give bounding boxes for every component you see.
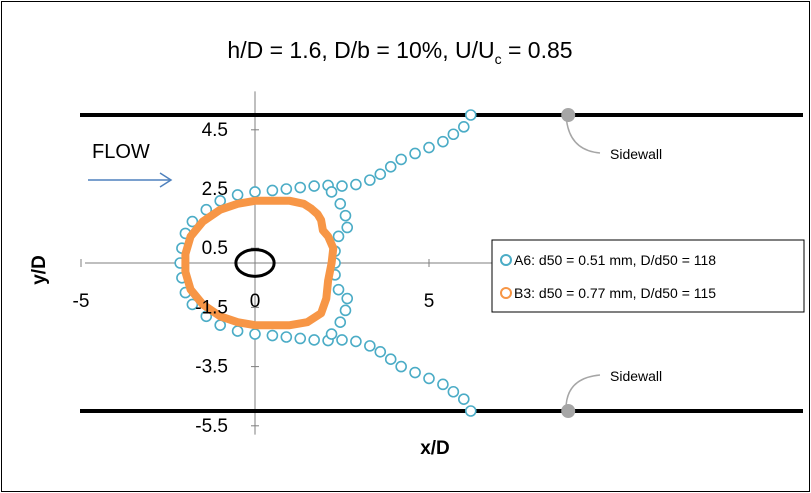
series-0-point-4 — [423, 141, 435, 154]
series-0-point-16 — [266, 184, 279, 197]
series-0-point-45 — [437, 378, 449, 391]
sidewall-callout-top: Sidewall — [565, 110, 662, 162]
series-0-point-48 — [464, 405, 477, 417]
series-0-point-40 — [374, 345, 387, 358]
sidewall-layer — [80, 108, 803, 418]
series-0-point-41 — [384, 353, 397, 366]
series-0-point-47 — [457, 393, 470, 405]
y-tick-label-3: -1.5 — [195, 297, 228, 318]
series-0-point-6 — [395, 153, 407, 166]
series-0-point-52 — [341, 221, 354, 234]
series-0-point-60 — [334, 316, 347, 329]
series-1-line — [181, 196, 338, 330]
legend-marker-b3 — [500, 287, 512, 299]
x-tick-label-2: 5 — [424, 291, 435, 312]
flow-annotation: FLOW — [88, 141, 173, 188]
y-tick-label-4: -3.5 — [195, 357, 228, 378]
series-0-point-0 — [464, 109, 477, 121]
y-tick-label-5: -5.5 — [195, 416, 228, 437]
series-0-point-50 — [334, 198, 347, 210]
series-0-point-11 — [336, 180, 348, 192]
sidewall-marker-0 — [561, 108, 576, 122]
series-1 — [181, 196, 338, 330]
series-0-point-15 — [280, 183, 293, 195]
series-0-point-43 — [409, 366, 421, 379]
series-0 — [174, 109, 477, 417]
callout-line-top — [565, 110, 601, 154]
pier-layer — [234, 248, 276, 278]
series-0-point-3 — [437, 135, 449, 148]
sidewall-callout-bottom: Sidewall — [565, 368, 662, 410]
series-0-point-2 — [447, 128, 460, 141]
y-tick-label-0: 4.5 — [202, 120, 228, 141]
series-0-point-58 — [341, 292, 354, 305]
title-tail: = 0.85 — [502, 37, 573, 63]
series-0-point-37 — [336, 334, 348, 346]
series-0-point-39 — [364, 340, 376, 352]
series-0-point-44 — [423, 372, 435, 385]
series-layer — [174, 109, 477, 417]
legend-box — [491, 239, 805, 313]
tick-label-layer: -5 0 5 4.5 2.5 0.5 -1.5 -3.5 -5.5 — [73, 120, 435, 437]
series-0-point-49 — [325, 186, 338, 198]
series-0-point-32 — [266, 329, 279, 342]
series-0-point-35 — [308, 334, 320, 346]
series-0-point-31 — [249, 328, 261, 340]
series-0-point-17 — [249, 186, 261, 198]
series-0-point-53 — [332, 230, 345, 243]
flow-arrowhead — [159, 172, 173, 188]
series-0-point-30 — [231, 325, 244, 337]
series-0-point-38 — [350, 335, 362, 348]
series-0-point-33 — [280, 331, 293, 343]
callout-line-bottom — [565, 374, 601, 410]
sidewall-label-top: Sidewall — [610, 146, 662, 162]
series-0-point-9 — [364, 174, 376, 186]
series-0-point-46 — [447, 385, 460, 398]
chart-title: h/D = 1.6, D/b = 10%, U/Uc = 0.85 — [227, 37, 572, 67]
legend-marker-a6 — [500, 254, 512, 266]
series-0-point-42 — [395, 360, 407, 373]
title-subscript: c — [495, 51, 502, 67]
series-0-point-7 — [384, 161, 397, 173]
legend-label-a6: A6: d50 = 0.51 mm, D/d50 = 118 — [514, 252, 716, 268]
series-0-point-1 — [457, 121, 470, 133]
sidewall-label-bottom: Sidewall — [610, 368, 662, 384]
x-tick-label-1: 0 — [250, 291, 261, 312]
series-0-point-10 — [350, 178, 362, 191]
series-0-point-61 — [325, 328, 338, 340]
sidewall-marker-1 — [561, 404, 576, 418]
series-0-point-34 — [294, 332, 307, 345]
x-tick-label-0: -5 — [73, 291, 90, 312]
series-0-point-57 — [332, 283, 345, 296]
series-0-point-13 — [308, 180, 320, 192]
y-tick-label-1: 2.5 — [202, 179, 228, 200]
flow-label: FLOW — [92, 141, 150, 163]
legend: A6: d50 = 0.51 mm, D/d50 = 118 B3: d50 =… — [491, 239, 805, 313]
y-axis-label: y/D — [29, 255, 50, 285]
series-0-point-51 — [339, 209, 352, 222]
series-0-point-5 — [409, 147, 421, 160]
legend-label-b3: B3: d50 = 0.77 mm, D/d50 = 115 — [514, 285, 716, 301]
series-0-point-59 — [339, 304, 352, 317]
series-0-point-8 — [374, 168, 387, 180]
y-tick-label-2: 0.5 — [202, 238, 228, 259]
title-lead: h/D = 1.6, D/b = 10%, U/U — [227, 37, 494, 63]
series-0-point-18 — [231, 189, 244, 201]
x-axis-label: x/D — [420, 438, 450, 459]
pier-outline — [234, 248, 276, 278]
series-0-point-14 — [294, 181, 307, 194]
series-0-point-27 — [186, 298, 199, 311]
series-0-point-21 — [186, 215, 199, 228]
